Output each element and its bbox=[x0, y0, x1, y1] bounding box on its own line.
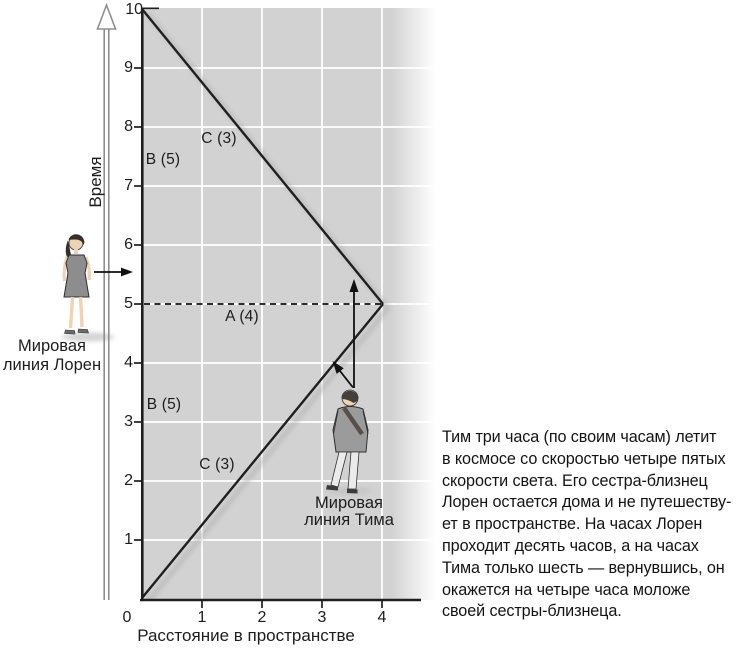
y-tick-5: 5 bbox=[124, 295, 133, 312]
tim-figure bbox=[326, 389, 369, 494]
paragraph-line: ет в пространстве. На часах Лорен bbox=[442, 515, 703, 534]
loren-caption-line2: линия Лорен bbox=[2, 356, 102, 374]
x-tick-1: 1 bbox=[197, 609, 207, 626]
y-tick-6: 6 bbox=[124, 236, 133, 253]
tim-caption-line2: линия Тима bbox=[304, 511, 394, 529]
x-axis-label: Расстояние в пространстве bbox=[137, 626, 355, 645]
paragraph-line: Тима только шесть — вернувшись, он bbox=[442, 558, 725, 577]
paragraph-line: Лорен остается дома и не путешеству- bbox=[442, 493, 732, 512]
arrow-up-left-icon bbox=[332, 361, 344, 374]
y-tick-7: 7 bbox=[124, 177, 133, 194]
axes bbox=[134, 7, 421, 608]
arrow-up-icon bbox=[349, 279, 359, 292]
y-tick-4: 4 bbox=[124, 354, 133, 371]
arrow-right-icon bbox=[121, 267, 133, 277]
paragraph-line: в космосе со скоростью четыре пятых bbox=[442, 449, 726, 468]
time-axis-arrow bbox=[96, 2, 117, 600]
y-tick-1: 1 bbox=[124, 531, 133, 548]
paragraph-line: проходит десять часов, а на часах bbox=[442, 536, 699, 555]
segment-label-a: A (4) bbox=[225, 308, 259, 325]
loren-ground-shadow bbox=[62, 332, 114, 342]
segment-label-b-upper: B (5) bbox=[145, 151, 181, 168]
y-tick-10: 10 bbox=[125, 1, 143, 18]
x-tick-2: 2 bbox=[257, 609, 267, 626]
x-tick-3: 3 bbox=[317, 609, 327, 626]
y-tick-2: 2 bbox=[124, 472, 133, 489]
paragraph-line: скорости света. Его сестра-близнец bbox=[442, 471, 708, 490]
loren-pointer-arrow bbox=[94, 267, 133, 277]
x-tick-0: 0 bbox=[122, 609, 132, 626]
paragraph-line: окажется на четыре часа моложе bbox=[442, 580, 691, 599]
tim-worldline bbox=[141, 8, 384, 599]
explanation-paragraph: Тим три часа (по своим часам) летит в ко… bbox=[442, 427, 731, 623]
loren-worldline-caption: Мировая линия Лорен bbox=[0, 337, 104, 375]
tim-worldline-caption: Мировая линия Тима bbox=[289, 495, 409, 529]
tim-caption-line1: Мировая bbox=[314, 494, 383, 512]
y-tick-9: 9 bbox=[124, 59, 133, 76]
loren-caption-line1: Мировая bbox=[17, 337, 86, 355]
tim-pointer-arrows bbox=[332, 279, 359, 389]
paragraph-line: Тим три часа (по своим часам) летит bbox=[442, 428, 717, 446]
segment-label-c-upper: C (3) bbox=[201, 130, 237, 147]
y-ticks bbox=[134, 7, 159, 541]
paragraph-line: своей сестры-близнеца. bbox=[442, 602, 622, 621]
segment-label-c-lower: C (3) bbox=[199, 456, 235, 473]
worldline-shadows bbox=[145, 11, 390, 600]
time-axis-arrowhead-icon bbox=[96, 2, 117, 30]
x-ticks bbox=[201, 601, 383, 608]
y-tick-3: 3 bbox=[124, 413, 133, 430]
loren-figure bbox=[62, 234, 91, 335]
segment-label-b-lower: B (5) bbox=[146, 396, 182, 413]
y-tick-8: 8 bbox=[124, 118, 133, 135]
x-tick-4: 4 bbox=[377, 609, 387, 626]
